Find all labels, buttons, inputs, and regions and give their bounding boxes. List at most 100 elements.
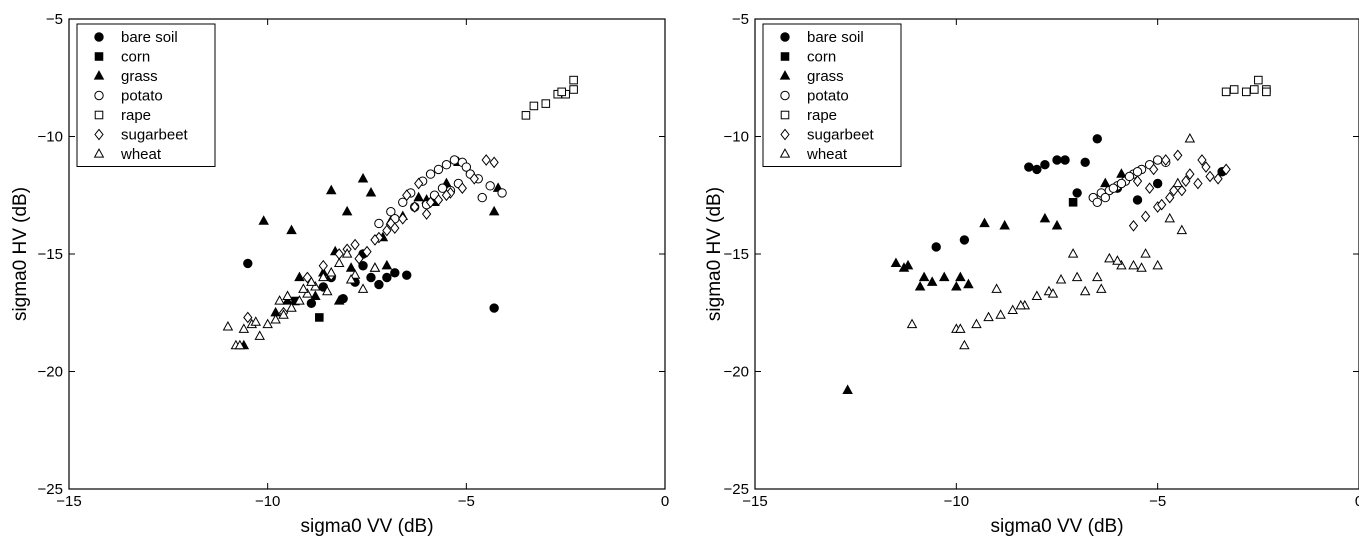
data-point bbox=[1165, 191, 1175, 204]
data-point bbox=[381, 259, 393, 270]
data-point bbox=[1173, 149, 1183, 162]
data-point bbox=[1254, 75, 1263, 85]
data-point bbox=[382, 272, 392, 283]
data-point bbox=[250, 316, 262, 326]
data-point bbox=[1184, 132, 1196, 143]
y-tick-label: −15 bbox=[38, 246, 63, 263]
data-point bbox=[1169, 184, 1179, 197]
data-point bbox=[365, 187, 377, 197]
data-point bbox=[1197, 154, 1207, 166]
legend-marker bbox=[94, 32, 104, 42]
data-point bbox=[1015, 299, 1027, 310]
data-point bbox=[1040, 160, 1050, 170]
data-point bbox=[1132, 167, 1143, 177]
data-point bbox=[374, 279, 384, 290]
data-point bbox=[959, 235, 970, 245]
data-point bbox=[485, 181, 495, 191]
data-point bbox=[1205, 170, 1215, 183]
legend-label: bare soil bbox=[807, 29, 864, 46]
data-point bbox=[1047, 288, 1059, 298]
legend-label: corn bbox=[121, 49, 150, 66]
data-point bbox=[1262, 87, 1271, 97]
data-point bbox=[1051, 219, 1063, 230]
data-point bbox=[402, 270, 412, 280]
data-point bbox=[318, 259, 328, 272]
data-point bbox=[1096, 283, 1107, 293]
y-tick-label: −5 bbox=[46, 11, 63, 28]
legend-label: grass bbox=[121, 68, 158, 85]
data-point bbox=[477, 192, 487, 203]
legend-marker bbox=[93, 148, 105, 158]
y-tick-label: −10 bbox=[724, 129, 749, 146]
data-point bbox=[270, 313, 281, 324]
data-point bbox=[425, 169, 436, 179]
data-point bbox=[425, 196, 436, 209]
data-point bbox=[243, 258, 253, 269]
x-tick-label: −15 bbox=[56, 493, 81, 510]
legend: bare soil corn grass potato rape sugarbeet whe… bbox=[762, 23, 902, 167]
data-point bbox=[362, 245, 372, 258]
data-point bbox=[1172, 177, 1184, 188]
data-point bbox=[1068, 198, 1078, 207]
data-point bbox=[433, 164, 444, 175]
legend-marker bbox=[93, 70, 105, 80]
data-point bbox=[421, 208, 432, 220]
data-point bbox=[1024, 162, 1034, 172]
legend-marker bbox=[94, 52, 104, 61]
x-tick-label: 0 bbox=[661, 493, 669, 510]
data-point bbox=[282, 295, 293, 305]
x-tick-label: −5 bbox=[1149, 493, 1166, 510]
data-point bbox=[1031, 290, 1043, 300]
data-point bbox=[1067, 248, 1079, 258]
data-point bbox=[1229, 85, 1239, 94]
data-point bbox=[1116, 178, 1127, 189]
data-point bbox=[341, 248, 353, 258]
legend-marker bbox=[94, 110, 104, 120]
data-point bbox=[1092, 134, 1102, 144]
data-point bbox=[294, 271, 305, 282]
legend-marker bbox=[779, 148, 791, 158]
series-rape bbox=[521, 75, 578, 120]
series-rape bbox=[1221, 75, 1271, 97]
y-tick-label: −10 bbox=[38, 129, 63, 146]
x-axis-label: sigma0 VV (dB) bbox=[300, 516, 433, 537]
data-point bbox=[938, 271, 950, 282]
data-point bbox=[243, 311, 253, 324]
data-point bbox=[390, 268, 400, 278]
data-point bbox=[890, 257, 902, 268]
data-point bbox=[469, 172, 479, 185]
series-sugarbeet bbox=[1128, 149, 1231, 232]
y-axis-label: sigma0 HV (dB) bbox=[704, 187, 725, 321]
data-point bbox=[557, 87, 566, 97]
data-point bbox=[971, 318, 982, 329]
chart-panel-2: −15 −10 −5 0 −25 −20 −15 −10 −5 sigma0 VV (dB) sig… bbox=[704, 11, 1359, 537]
data-point bbox=[918, 271, 930, 282]
data-point bbox=[1080, 157, 1090, 168]
data-point bbox=[370, 234, 380, 246]
data-point bbox=[1176, 224, 1188, 235]
data-point bbox=[1149, 163, 1159, 176]
data-point bbox=[441, 189, 452, 202]
series-wheat bbox=[906, 132, 1196, 350]
data-point bbox=[926, 276, 938, 286]
data-point bbox=[521, 111, 531, 120]
data-point bbox=[414, 177, 424, 190]
data-point bbox=[1132, 195, 1143, 205]
data-point bbox=[1140, 248, 1151, 258]
data-point bbox=[413, 191, 424, 202]
data-point bbox=[390, 222, 400, 234]
data-point bbox=[369, 262, 381, 272]
data-point bbox=[254, 330, 265, 340]
data-point bbox=[995, 309, 1006, 319]
data-point bbox=[310, 281, 321, 291]
legend-label: sugarbeet bbox=[121, 127, 189, 144]
legend-label: potato bbox=[121, 88, 163, 105]
data-point bbox=[489, 156, 499, 169]
data-point bbox=[1079, 285, 1091, 296]
data-point bbox=[999, 219, 1010, 230]
data-point bbox=[979, 217, 990, 228]
data-point bbox=[258, 215, 269, 225]
data-point bbox=[1100, 192, 1111, 203]
data-point bbox=[357, 283, 369, 293]
x-tick-label: −15 bbox=[742, 493, 767, 510]
